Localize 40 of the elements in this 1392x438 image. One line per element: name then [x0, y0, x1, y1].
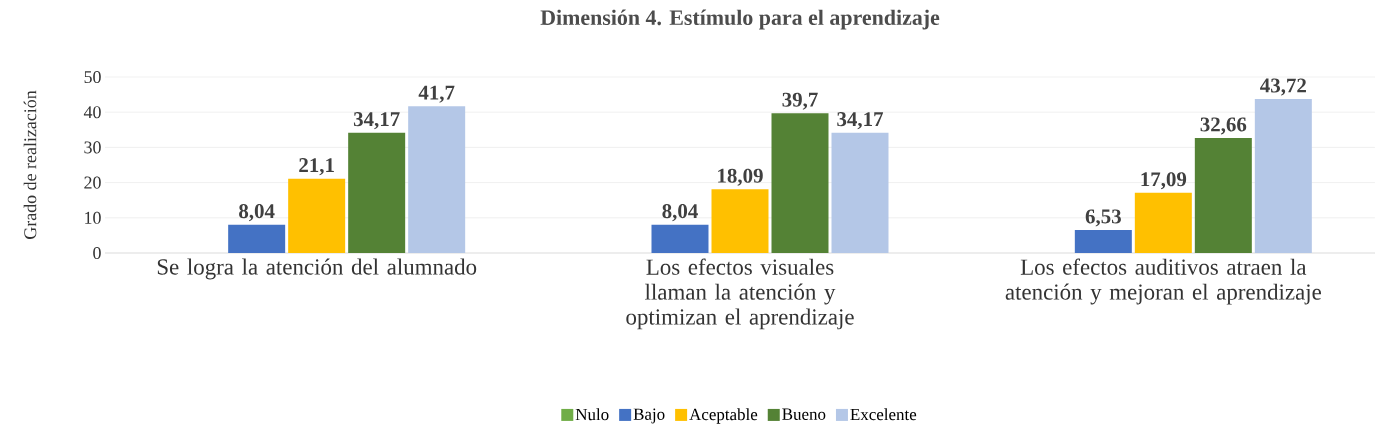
bar — [711, 189, 769, 253]
data-label: 41,7 — [418, 85, 455, 103]
bar — [348, 132, 406, 253]
bar — [651, 224, 709, 253]
bar — [1134, 192, 1192, 253]
data-label: 43,72 — [1260, 78, 1306, 96]
data-label: 34,17 — [353, 112, 400, 130]
data-label: 32,66 — [1200, 117, 1247, 135]
legend-label: Bajo — [633, 408, 665, 424]
x-tick-label: Los efectos visuales llaman la atención y optimizan el aprendizaje — [626, 258, 854, 330]
bar — [288, 178, 346, 253]
y-tick-label: 50 — [84, 70, 101, 84]
legend-label: Excelente — [850, 408, 917, 421]
y-tick-label: 10 — [85, 211, 101, 224]
y-tick-label: 20 — [84, 176, 101, 189]
data-label: 39,7 — [782, 92, 818, 110]
data-label: 6,53 — [1085, 209, 1121, 227]
bar — [1254, 99, 1312, 253]
x-tick-label: Los efectos auditivos atraen la atención y mejoran el aprendizaje — [1005, 258, 1321, 305]
data-label: 8,04 — [239, 204, 275, 222]
chart-title: Dimensión 4. Estímulo para el aprendizaje — [540, 9, 940, 30]
y-tick-label: 40 — [83, 106, 101, 119]
data-label: 18,09 — [718, 168, 763, 186]
bar — [228, 224, 286, 253]
bar — [408, 106, 466, 253]
bar — [771, 113, 829, 253]
x-tick-label: Se logra la atención del alumnado — [157, 258, 477, 280]
y-axis-title: Grado de realización — [23, 90, 37, 239]
data-label: 34,17 — [837, 112, 884, 130]
bar — [1194, 138, 1252, 253]
data-label: 17,09 — [1141, 172, 1187, 190]
legend-label: Aceptable — [689, 408, 758, 424]
legend-label: Bueno — [782, 408, 826, 420]
y-tick-label: 0 — [93, 246, 101, 260]
data-label: 21,1 — [299, 158, 334, 176]
bar — [1074, 230, 1132, 253]
y-tick-label: 30 — [84, 141, 101, 154]
legend-label: Nulo — [575, 408, 609, 421]
data-label: 8,04 — [662, 204, 698, 222]
bar — [831, 132, 889, 253]
